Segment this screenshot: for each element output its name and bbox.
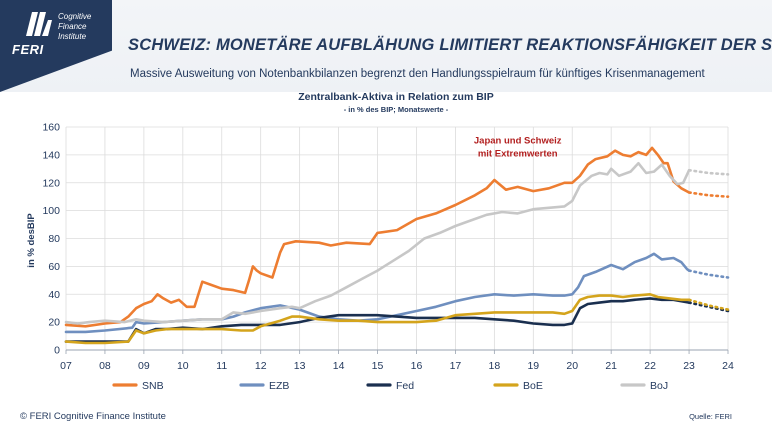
legend-label-fed: Fed bbox=[396, 380, 414, 392]
annotation-line-2: mit Extremwerten bbox=[478, 149, 558, 160]
y-tick-label: 60 bbox=[48, 261, 60, 273]
footer-source: Quelle: FERI bbox=[689, 412, 732, 421]
chart-series bbox=[64, 146, 730, 345]
series-line-boe-prognose bbox=[687, 298, 730, 311]
x-tick-label: 11 bbox=[216, 360, 227, 372]
page-subtitle: Massive Ausweitung von Notenbankbilanzen… bbox=[130, 68, 705, 80]
logo-brand: FERI bbox=[12, 42, 44, 57]
annotation-line-1: Japan und Schweiz bbox=[474, 136, 562, 147]
y-tick-label: 0 bbox=[54, 345, 60, 357]
chart-subtitle: - in % des BIP; Monatswerte - bbox=[343, 105, 449, 114]
y-tick-label: 80 bbox=[48, 233, 60, 245]
header-band bbox=[0, 0, 772, 92]
x-tick-label: 20 bbox=[566, 360, 578, 372]
series-line-boe bbox=[64, 293, 691, 345]
y-axis-label: in % desBIP bbox=[26, 213, 37, 268]
x-tick-label: 09 bbox=[138, 360, 150, 372]
x-tick-label: 08 bbox=[99, 360, 111, 372]
footer-copyright: © FERI Cognitive Finance Institute bbox=[20, 411, 166, 422]
chart-legend: SNB EZB Fed BoE BoJ bbox=[112, 380, 668, 392]
x-tick-label: 07 bbox=[60, 360, 72, 372]
series-line-snb-prognose bbox=[687, 191, 730, 198]
legend-label-snb: SNB bbox=[142, 380, 164, 392]
legend-label-boj: BoJ bbox=[650, 380, 668, 392]
chart-title: Zentralbank-Aktiva in Relation zum BIP bbox=[298, 91, 494, 103]
x-tick-label: 10 bbox=[177, 360, 189, 372]
x-tick-label: 17 bbox=[450, 360, 462, 372]
x-tick-label: 24 bbox=[722, 360, 734, 372]
legend-label-ezb: EZB bbox=[269, 380, 289, 392]
series-line-boj-prognose bbox=[687, 168, 730, 176]
x-tick-label: 18 bbox=[489, 360, 501, 372]
page-title: SCHWEIZ: MONETÄRE AUFBLÄHUNG LIMITIERT R… bbox=[128, 36, 772, 54]
logo-tagline: Cognitive Finance Institute bbox=[58, 12, 92, 41]
series-line-snb bbox=[64, 146, 691, 328]
y-tick-label: 40 bbox=[48, 289, 60, 301]
x-tick-label: 15 bbox=[372, 360, 384, 372]
y-tick-label: 20 bbox=[48, 317, 60, 329]
y-tick-label: 160 bbox=[42, 122, 60, 134]
x-tick-label: 19 bbox=[527, 360, 539, 372]
chart-annotation: Japan und Schweiz mit Extremwerten bbox=[474, 136, 562, 160]
x-tick-label: 12 bbox=[255, 360, 267, 372]
legend-label-boe: BoE bbox=[523, 380, 543, 392]
y-tick-label: 100 bbox=[42, 205, 60, 217]
x-tick-label: 23 bbox=[683, 360, 695, 372]
logo-emblem-icon bbox=[26, 12, 52, 36]
series-line-boj bbox=[64, 161, 691, 325]
x-tick-label: 22 bbox=[644, 360, 656, 372]
x-tick-label: 21 bbox=[605, 360, 617, 372]
y-tick-label: 120 bbox=[42, 177, 60, 189]
x-tick-label: 14 bbox=[333, 360, 345, 372]
y-tick-label: 140 bbox=[42, 149, 60, 161]
x-tick-label: 16 bbox=[411, 360, 423, 372]
chart-axes: 0 20 40 60 80 100 120 140 160 07 08 09 10 11 12 13 14 15 1… bbox=[26, 122, 734, 373]
series-line-ezb-prognose bbox=[687, 269, 730, 279]
series-line-fed-prognose bbox=[687, 301, 730, 313]
x-tick-label: 13 bbox=[294, 360, 306, 372]
